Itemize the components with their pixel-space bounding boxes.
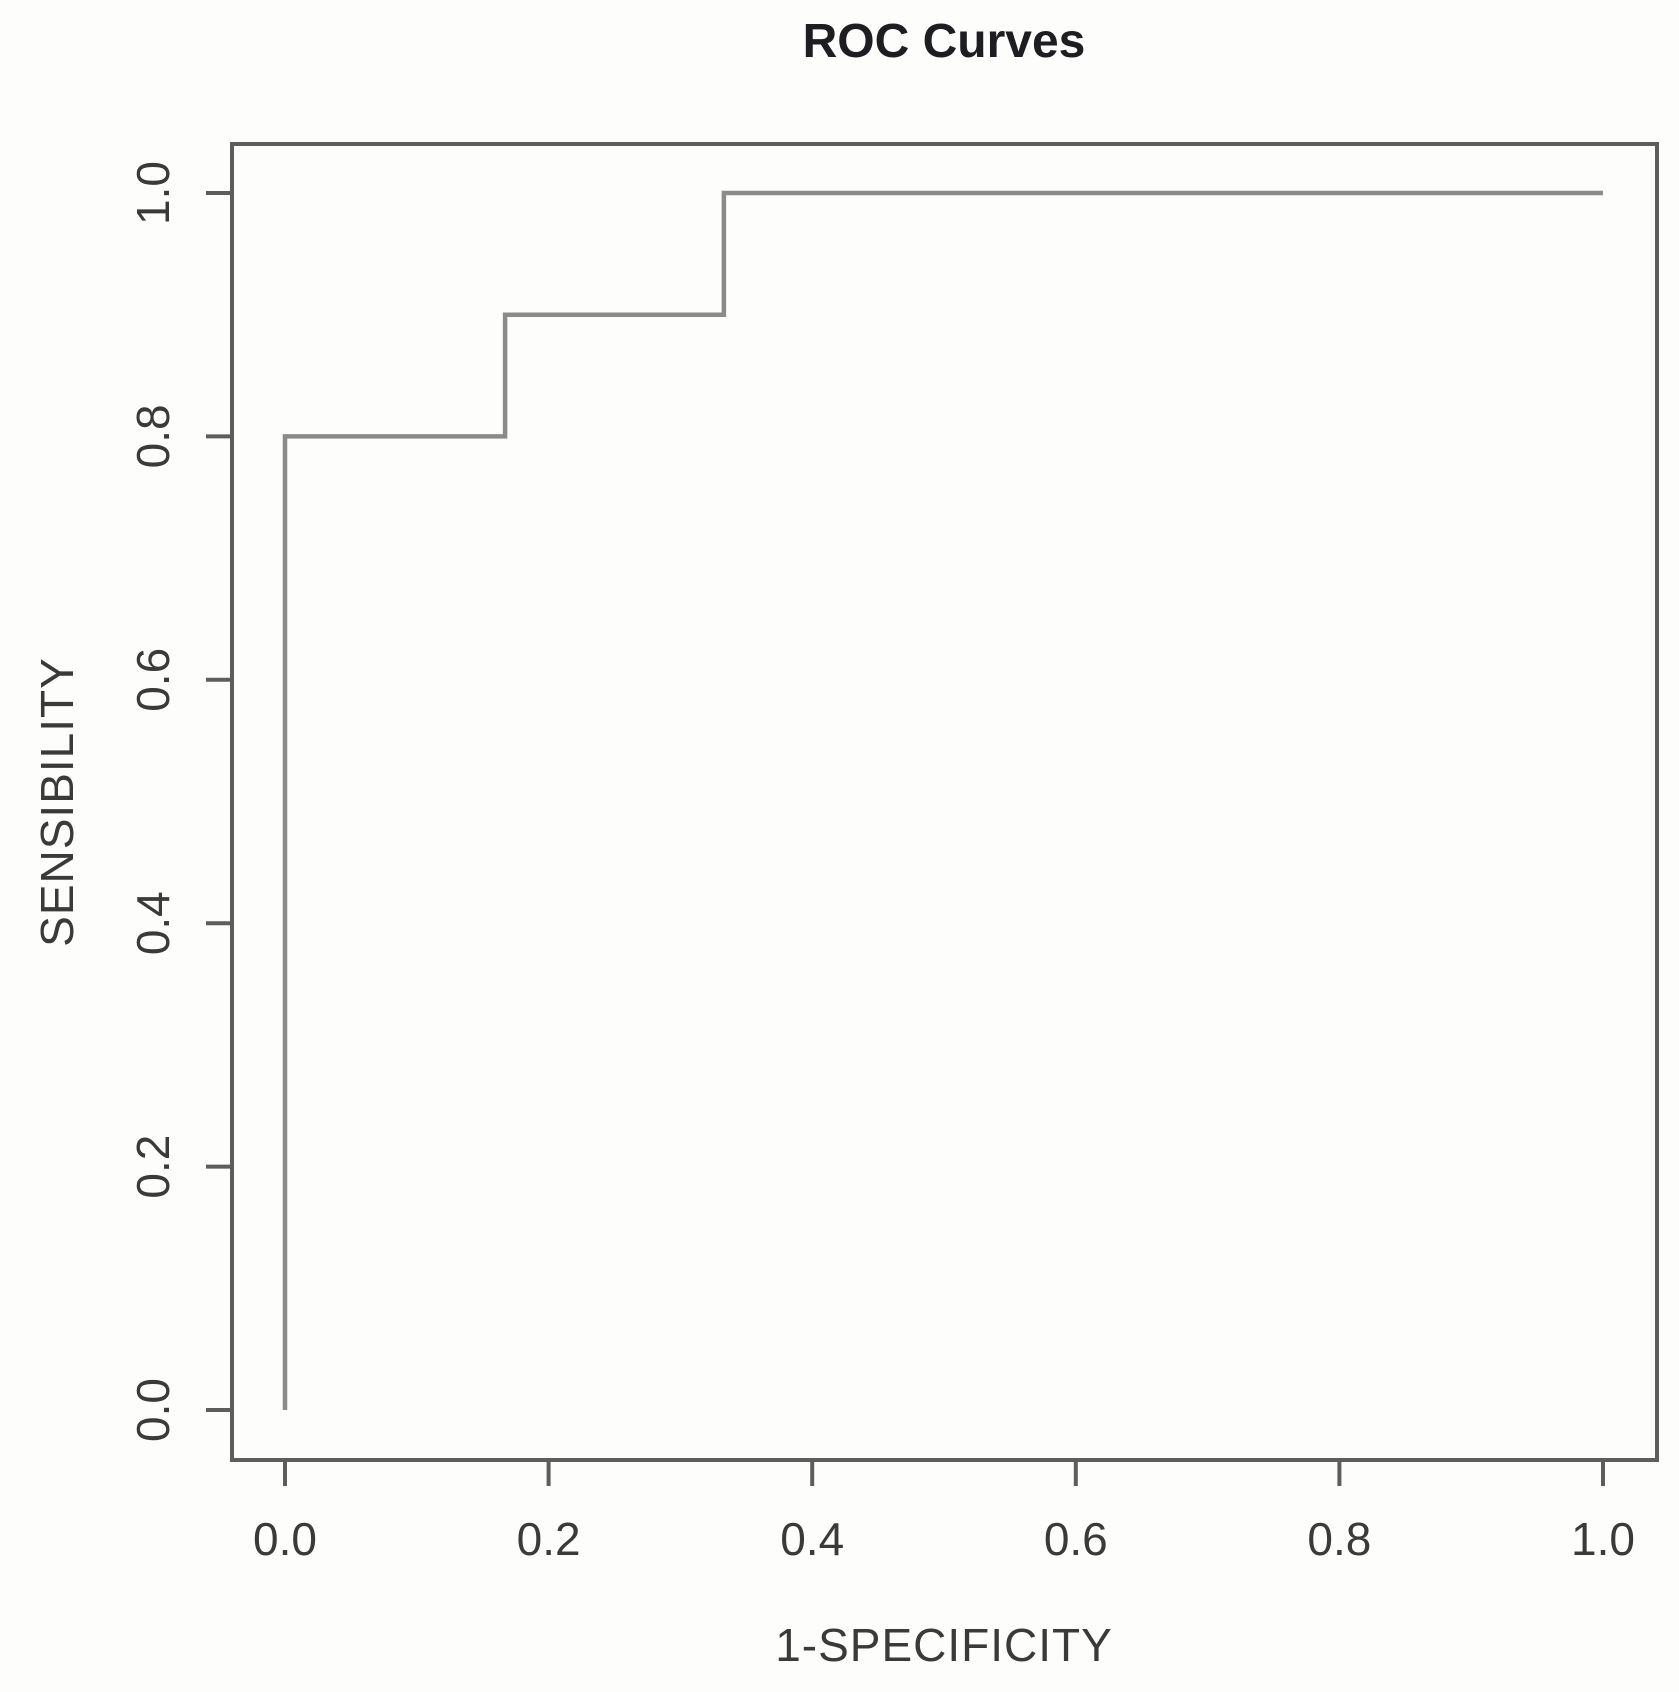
chart-title: ROC Curves	[802, 15, 1086, 68]
y-tick-label: 0.8	[127, 404, 179, 468]
y-tick-label: 0.2	[127, 1135, 179, 1199]
x-tick-label: 0.6	[1044, 1513, 1108, 1565]
y-tick-label: 0.6	[127, 648, 179, 712]
x-tick-label: 0.0	[253, 1513, 317, 1565]
x-tick-label: 0.2	[517, 1513, 581, 1565]
x-axis-label: 1-SPECIFICITY	[775, 1619, 1113, 1671]
x-tick-label: 0.8	[1307, 1513, 1371, 1565]
y-tick-label: 0.0	[127, 1378, 179, 1442]
x-tick-label: 1.0	[1571, 1513, 1635, 1565]
roc-curve-line	[282, 190, 1603, 1410]
x-tick-label: 0.4	[780, 1513, 844, 1565]
plot-box	[230, 142, 1659, 1462]
y-tick-label: 1.0	[127, 161, 179, 225]
y-axis-label: SENSIBILITY	[31, 657, 83, 947]
y-tick-label: 0.4	[127, 891, 179, 955]
